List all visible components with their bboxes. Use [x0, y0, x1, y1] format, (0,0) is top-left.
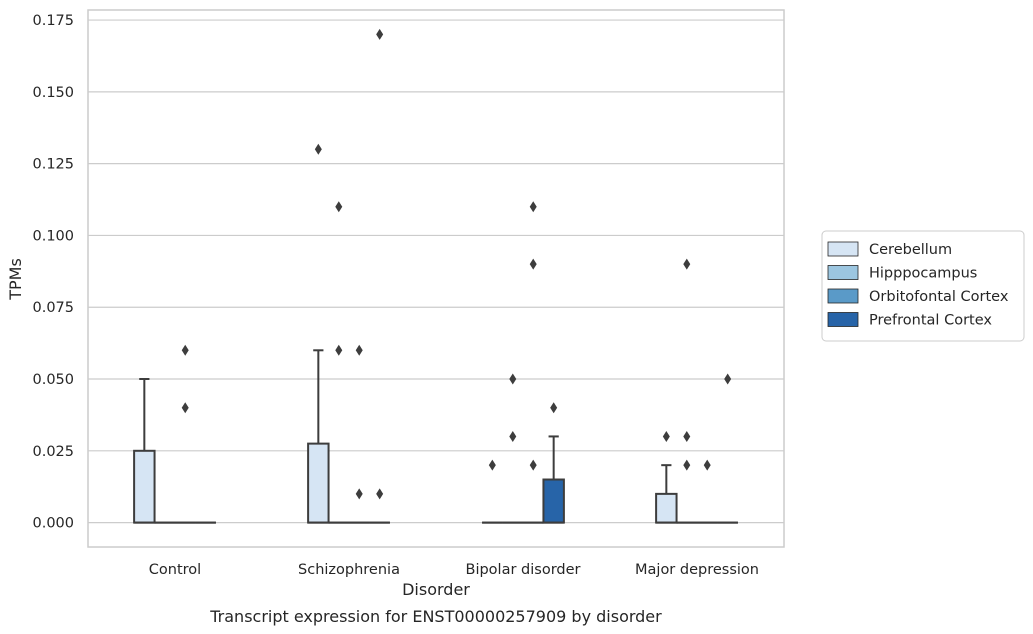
outlier-point	[314, 143, 322, 155]
outlier-point	[529, 459, 537, 471]
outlier-point	[529, 258, 537, 270]
box-2-0	[175, 344, 196, 524]
box-1-2	[502, 373, 523, 524]
x-tick-label: Major depression	[635, 562, 759, 578]
box-1-3	[676, 258, 697, 524]
legend-entry: Cerebellum	[869, 242, 952, 258]
legend-swatch	[827, 288, 859, 304]
legend-swatch	[827, 312, 859, 327]
outlier-point	[488, 459, 496, 471]
outlier-point	[703, 459, 711, 471]
box-3-1	[369, 28, 390, 524]
box-2-1	[349, 344, 370, 524]
box-0-2	[482, 459, 503, 524]
y-tick-label: 0.100	[32, 228, 74, 244]
plot-frame	[87, 9, 785, 548]
outlier-point	[181, 402, 189, 414]
box-body	[542, 478, 565, 524]
outlier-point	[355, 344, 363, 356]
outlier-point	[509, 373, 517, 385]
box-3-2	[542, 402, 565, 524]
box-3-3	[717, 373, 738, 524]
box-body	[655, 492, 678, 524]
box-1-1	[328, 201, 349, 524]
outlier-point	[376, 488, 384, 500]
outlier-point	[181, 344, 189, 356]
outlier-point	[662, 430, 670, 442]
legend-entry: Prefrontal Cortex	[869, 313, 992, 329]
x-axis-label: Disorder	[402, 580, 470, 599]
outlier-point	[683, 430, 691, 442]
box-0-1	[307, 143, 330, 524]
box-0-3	[655, 430, 678, 524]
x-tick-label: Control	[149, 562, 201, 578]
box-2-3	[697, 459, 718, 524]
outlier-point	[529, 201, 537, 213]
legend-frame	[821, 230, 1025, 342]
box-body	[307, 442, 330, 524]
legend: Cerebellum Hipppocampus Orbitofontal Corte…	[821, 230, 1025, 342]
y-axis-ticks: 0.000 0.025 0.050 0.075 0.100 0.125 0.150 0.175	[32, 13, 74, 532]
y-axis-label: TPMs	[6, 258, 25, 301]
y-tick-label: 0.075	[32, 300, 74, 316]
x-tick-label: Bipolar disorder	[466, 562, 581, 578]
y-tick-label: 0.025	[32, 444, 74, 460]
legend-swatch	[827, 265, 859, 280]
chart-caption: Transcript expression for ENST0000025790…	[209, 607, 662, 626]
y-tick-label: 0.125	[32, 157, 74, 173]
outlier-point	[335, 344, 343, 356]
y-tick-label: 0.000	[32, 516, 74, 532]
outlier-point	[376, 28, 384, 40]
x-axis-ticks: Control Schizophrenia Bipolar disorder Majo…	[149, 562, 759, 578]
x-tick-label: Schizophrenia	[298, 562, 400, 578]
legend-entry: Orbitofontal Cortex	[869, 289, 1009, 305]
outlier-point	[683, 459, 691, 471]
outlier-point	[683, 258, 691, 270]
box-0-0	[133, 378, 156, 524]
outlier-point	[509, 430, 517, 442]
legend-swatch	[827, 241, 859, 257]
legend-entry: Hipppocampus	[869, 266, 977, 282]
outlier-point	[724, 373, 732, 385]
outlier-point	[355, 488, 363, 500]
outlier-point	[550, 402, 558, 414]
outlier-point	[335, 201, 343, 213]
box-series	[133, 28, 738, 524]
y-tick-label: 0.150	[32, 85, 74, 101]
box-body	[133, 449, 156, 524]
y-tick-label: 0.175	[32, 13, 74, 29]
y-tick-label: 0.050	[32, 372, 74, 388]
box-2-2	[523, 201, 544, 524]
